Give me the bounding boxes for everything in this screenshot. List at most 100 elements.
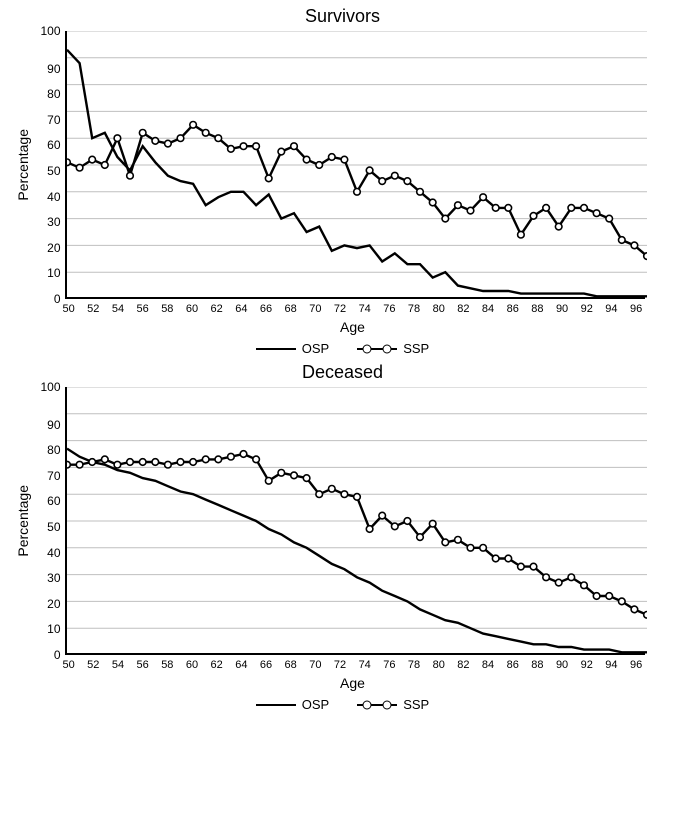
x-tick-label: 84 [482,659,494,671]
x-tick-label: 92 [581,303,593,315]
series-ssp-marker [341,156,348,163]
y-tick-label: 50 [47,165,60,177]
legend-label-ssp: SSP [403,697,429,712]
series-ssp-marker [341,491,348,498]
series-ssp-marker [442,215,449,222]
series-ssp-marker [479,194,486,201]
series-ssp-marker [442,539,449,546]
series-ssp-marker [542,574,549,581]
y-axis: 1009080706050403020100 [33,387,65,655]
series-ssp-marker [290,472,297,479]
series-ssp-marker [67,159,70,166]
series-ssp-marker [152,459,159,466]
series-ssp-marker [391,523,398,530]
legend-label-ssp: SSP [403,341,429,356]
series-ssp-marker [177,135,184,142]
legend-swatch-ssp [357,698,397,712]
x-tick-label: 90 [556,659,568,671]
series-ssp-marker [404,178,411,185]
series-ssp-marker [454,202,461,209]
series-ssp-marker [240,143,247,150]
series-ssp-marker [189,122,196,129]
series-ssp-marker [114,461,121,468]
series-ssp-marker [416,534,423,541]
x-tick-label: 68 [285,303,297,315]
series-ssp-marker [139,130,146,137]
chart-panel: Survivors Percentage 1009080706050403020… [13,6,673,356]
x-tick-label: 80 [433,303,445,315]
x-tick-label: 82 [457,659,469,671]
x-tick-label: 94 [605,303,617,315]
x-tick-label: 58 [161,659,173,671]
legend-swatch-osp [256,342,296,356]
series-ssp-marker [88,156,95,163]
x-tick-label: 74 [359,303,371,315]
y-tick-label: 80 [47,444,60,456]
series-ssp-marker [227,453,234,460]
series-osp [67,449,647,653]
y-tick-label: 30 [47,216,60,228]
series-ssp-marker [366,167,373,174]
chart-panel: Deceased Percentage 10090807060504030201… [13,362,673,712]
series-ssp-marker [530,563,537,570]
series-ssp-marker [290,143,297,150]
y-tick-label: 40 [47,191,60,203]
series-ssp-marker [555,223,562,230]
legend-label-osp: OSP [302,341,329,356]
plot-svg [67,387,647,655]
series-ssp-marker [328,154,335,161]
chart-title: Deceased [13,362,673,383]
series-ssp-marker [593,210,600,217]
series-ssp-marker [76,461,83,468]
legend-item-ssp: SSP [357,697,429,712]
series-ssp-marker [605,215,612,222]
series-ssp-marker [315,162,322,169]
y-tick-label: 100 [40,25,60,37]
y-tick-label: 40 [47,547,60,559]
series-ssp-marker [215,135,222,142]
chart-body: Percentage 1009080706050403020100 [13,387,673,655]
series-ssp-marker [605,593,612,600]
y-tick-label: 10 [47,267,60,279]
series-ssp-marker [517,563,524,570]
series-ssp-marker [303,156,310,163]
y-axis-label: Percentage [13,129,33,201]
plot-svg [67,31,647,299]
series-ssp-marker [378,512,385,519]
series-ssp-marker [631,242,638,249]
x-axis-label: Age [63,675,643,691]
series-ssp-marker [542,205,549,212]
x-tick-label: 68 [285,659,297,671]
x-tick-label: 66 [260,659,272,671]
y-tick-label: 20 [47,242,60,254]
series-ssp-marker [492,555,499,562]
x-tick-label: 74 [359,659,371,671]
series-ssp [67,454,647,615]
legend-item-osp: OSP [256,697,329,712]
legend-item-ssp: SSP [357,341,429,356]
series-ssp-marker [404,518,411,525]
series-ssp-marker [391,172,398,179]
legend-item-osp: OSP [256,341,329,356]
x-tick-label: 96 [630,659,642,671]
series-osp [67,50,647,296]
x-tick-label: 56 [137,659,149,671]
x-tick-label: 90 [556,303,568,315]
x-tick-label: 76 [383,659,395,671]
x-tick-label: 62 [211,303,223,315]
x-tick-label: 52 [87,659,99,671]
x-tick-label: 58 [161,303,173,315]
series-ssp-marker [568,205,575,212]
y-axis: 1009080706050403020100 [33,31,65,299]
series-ssp-marker [555,579,562,586]
series-ssp-marker [353,494,360,501]
x-tick-label: 66 [260,303,272,315]
x-tick-label: 78 [408,303,420,315]
series-ssp-marker [76,164,83,171]
series-ssp-marker [202,130,209,137]
y-tick-label: 70 [47,470,60,482]
y-tick-label: 30 [47,572,60,584]
x-tick-label: 72 [334,659,346,671]
x-tick-label: 92 [581,659,593,671]
x-tick-label: 56 [137,303,149,315]
